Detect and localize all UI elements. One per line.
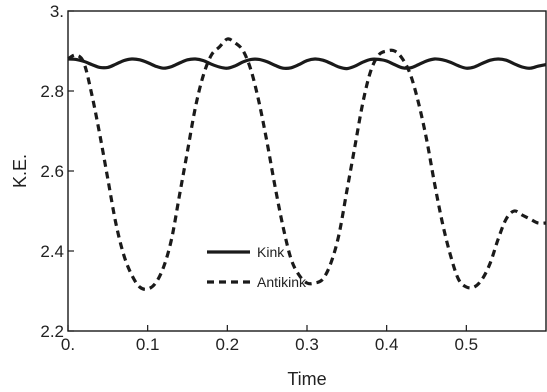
series-layer (67, 37, 547, 291)
legend-label-antikink: Antikink (257, 274, 307, 290)
x-axis-label: Time (287, 369, 326, 389)
x-tick-label: 0.4 (375, 335, 399, 354)
x-tick-label: 0.3 (295, 335, 319, 354)
series-line-antikink (67, 37, 547, 291)
y-tick-label: 2.6 (40, 162, 64, 181)
y-axis-label: K.E. (10, 154, 30, 188)
ticks-layer: 0. 0.1 0.2 0.3 0.4 0.5 2.2 2.4 2.6 2.8 3. (40, 2, 478, 354)
x-tick-label: 0.1 (136, 335, 160, 354)
x-tick-label: 0.2 (216, 335, 240, 354)
x-tick-label: 0.5 (455, 335, 479, 354)
y-tick-label: 2.8 (40, 82, 64, 101)
legend: Kink Antikink (207, 244, 307, 290)
series-line-kink (67, 57, 547, 71)
x-tick-label: 0. (61, 335, 75, 354)
legend-label-kink: Kink (257, 244, 285, 260)
y-tick-label: 2.4 (40, 242, 64, 261)
y-tick-label: 2.2 (40, 322, 64, 341)
y-tick-label: 3. (50, 2, 64, 21)
